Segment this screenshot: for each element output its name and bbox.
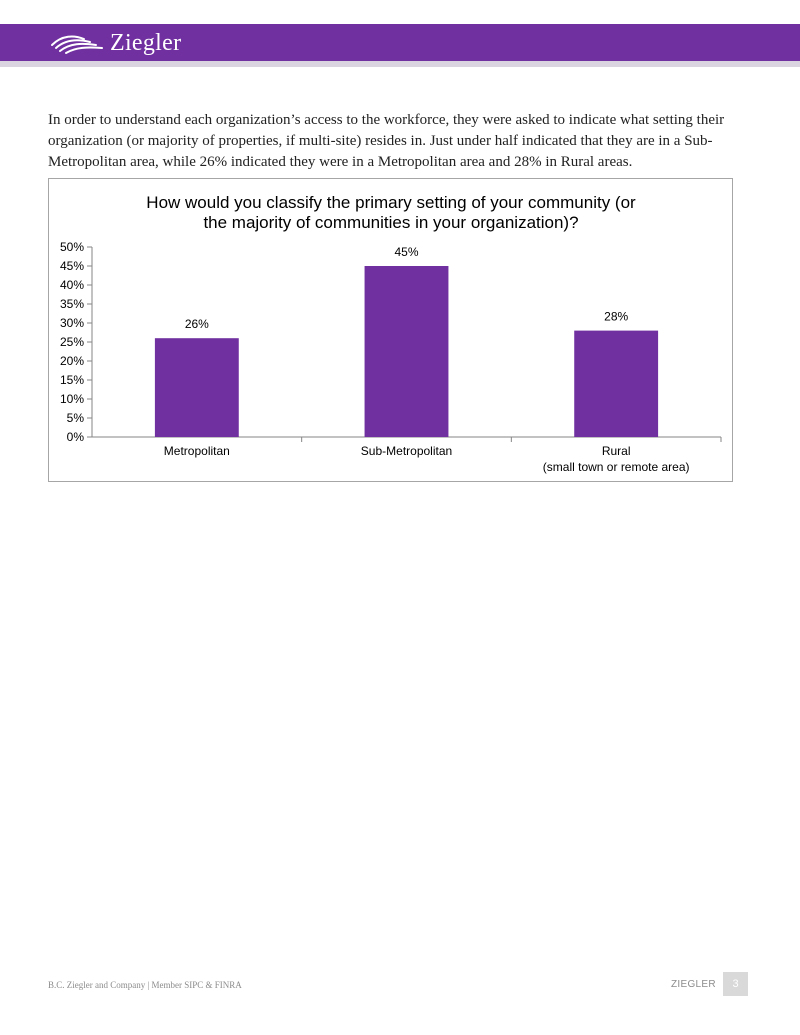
x-category-label: Sub-Metropolitan: [361, 444, 452, 458]
y-tick-label: 50%: [60, 240, 84, 254]
chart-title-line: How would you classify the primary setti…: [146, 193, 636, 212]
bar-sub-metropolitan: [364, 266, 449, 437]
x-category-label: Rural: [602, 444, 631, 458]
x-category-sublabel: (small town or remote area): [543, 460, 690, 474]
logo-text: Ziegler: [110, 30, 182, 56]
intro-paragraph: In order to understand each organization…: [48, 112, 725, 170]
y-tick-label: 35%: [60, 297, 84, 311]
y-tick-label: 40%: [60, 278, 84, 292]
y-tick-label: 30%: [60, 316, 84, 330]
footer-disclosure: B.C. Ziegler and Company | Member SIPC &…: [48, 980, 242, 990]
y-tick-label: 15%: [60, 373, 84, 387]
data-label: 45%: [394, 245, 418, 259]
chart-title-line: the majority of communities in your orga…: [203, 213, 578, 232]
chart-frame: How would you classify the primary setti…: [48, 178, 733, 482]
y-tick-label: 10%: [60, 392, 84, 406]
header-underline: [0, 61, 800, 67]
header-bar: [0, 24, 800, 61]
y-tick-label: 20%: [60, 354, 84, 368]
bar-chart: How would you classify the primary setti…: [60, 193, 722, 474]
x-category-label: Metropolitan: [164, 444, 230, 458]
bar-metropolitan: [154, 338, 239, 437]
footer-brand: ZIEGLER: [671, 979, 716, 990]
ziegler-swoosh-icon: [51, 35, 103, 54]
data-label: 26%: [185, 317, 209, 331]
logo: Ziegler: [48, 28, 181, 58]
y-tick-label: 0%: [67, 430, 85, 444]
page-number-badge: 3: [723, 972, 748, 996]
y-tick-label: 5%: [67, 411, 85, 425]
y-tick-label: 25%: [60, 335, 84, 349]
data-label: 28%: [604, 310, 628, 324]
y-tick-label: 45%: [60, 259, 84, 273]
bar-rural: [574, 330, 659, 437]
